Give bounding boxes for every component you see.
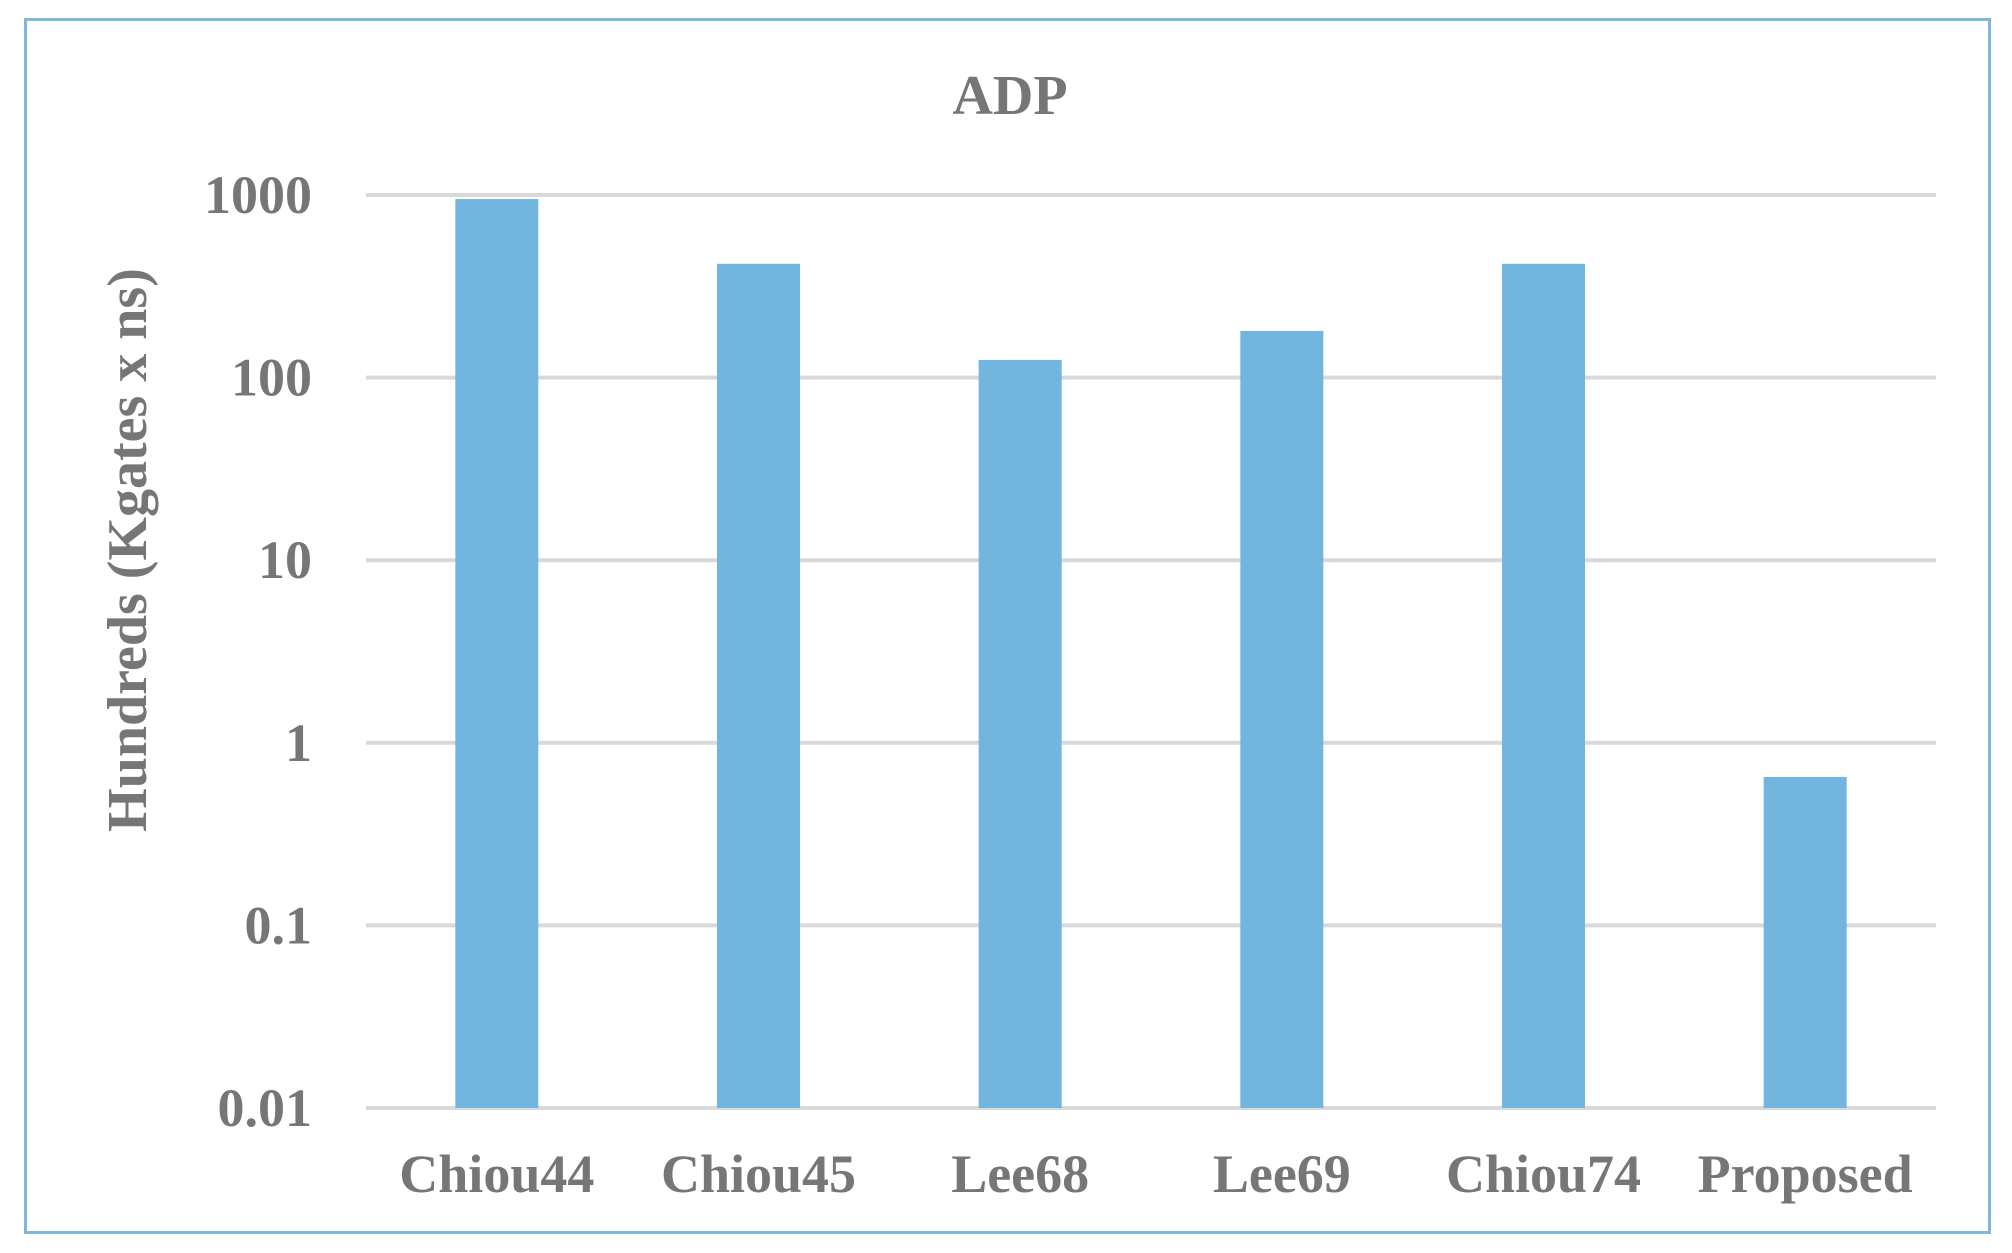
bar-chiou44 — [455, 199, 539, 1108]
bar-chiou45 — [717, 263, 800, 1108]
bar-chiou74 — [1502, 263, 1585, 1108]
x-tick-label: Proposed — [1698, 1144, 1913, 1204]
bar-lee68 — [978, 359, 1062, 1108]
x-tick-label: Chiou45 — [661, 1144, 856, 1204]
x-tick-label: Chiou74 — [1446, 1144, 1641, 1204]
y-tick-label: 100 — [231, 348, 312, 408]
y-tick-label: 1 — [285, 713, 312, 773]
y-tick-label: 0.01 — [218, 1078, 313, 1138]
x-tick-label: Lee68 — [951, 1144, 1089, 1204]
bar-lee69 — [1240, 330, 1324, 1108]
y-tick-labels: 1000 100 10 1 0.1 0.01 — [204, 165, 312, 1138]
y-tick-label: 10 — [258, 530, 312, 590]
y-tick-label: 1000 — [204, 165, 312, 225]
x-tick-labels: Chiou44 Chiou45 Lee68 Lee69 Chiou74 Proposed — [399, 1144, 1912, 1204]
bars — [455, 199, 1847, 1108]
x-tick-label: Lee69 — [1213, 1144, 1351, 1204]
y-axis-label: Hundreds (Kgates x ns) — [97, 268, 159, 832]
y-tick-label: 0.1 — [245, 895, 313, 955]
bar-proposed — [1763, 776, 1847, 1108]
gridlines — [366, 193, 1936, 1110]
x-tick-label: Chiou44 — [399, 1144, 594, 1204]
chart-title: ADP — [952, 65, 1067, 127]
